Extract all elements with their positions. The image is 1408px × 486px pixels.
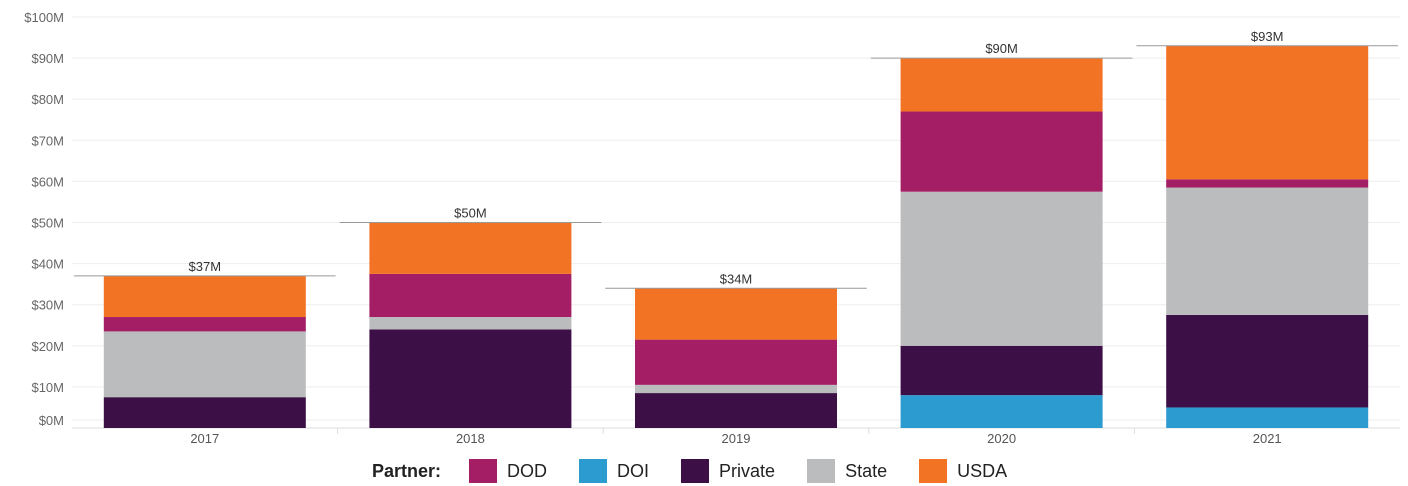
y-tick-label: $30M [31, 298, 64, 313]
bar-segment-state-2021[interactable] [1166, 187, 1369, 315]
bar-segment-state-2018[interactable] [369, 317, 572, 330]
y-tick-label: $50M [31, 216, 64, 231]
legend-item-usda[interactable]: USDA [919, 459, 1007, 483]
legend-swatch [681, 459, 710, 483]
bar-segment-private-2018[interactable] [369, 329, 572, 428]
total-labels: $37M $50M $34M $90M $93M [74, 29, 1398, 289]
total-label: $90M [985, 41, 1018, 56]
x-tick-label: 2017 [190, 431, 219, 446]
legend-item-private[interactable]: Private [681, 459, 775, 483]
bars [103, 45, 1369, 428]
total-label: $34M [720, 271, 753, 286]
legend-item-dod[interactable]: DOD [469, 459, 547, 483]
bar-segment-usda-2019[interactable] [635, 288, 837, 340]
legend-swatch [579, 459, 608, 483]
total-label: $93M [1251, 29, 1284, 44]
y-tick-label: $10M [31, 380, 64, 395]
bar-segment-private-2021[interactable] [1166, 314, 1369, 408]
bar-segment-doi-2021[interactable] [1166, 407, 1369, 428]
total-label: $50M [454, 206, 487, 221]
legend-swatch [807, 459, 836, 483]
legend-label: State [845, 460, 888, 481]
bar-segment-doi-2020[interactable] [900, 395, 1103, 428]
x-tick-label: 2021 [1253, 431, 1282, 446]
x-axis: 2017 2018 2019 2020 2021 [190, 428, 1282, 446]
y-tick-label: $80M [31, 92, 64, 107]
y-tick-label: $90M [31, 51, 64, 66]
bar-segment-private-2017[interactable] [103, 397, 306, 428]
bar-segment-dod-2021[interactable] [1166, 179, 1369, 188]
y-tick-label: $70M [31, 133, 64, 148]
bar-segment-usda-2020[interactable] [900, 58, 1103, 112]
legend-label: DOI [617, 460, 650, 481]
y-tick-label: $60M [31, 174, 64, 189]
y-tick-label: $0M [39, 413, 64, 428]
bar-segment-dod-2019[interactable] [635, 339, 837, 385]
legend-label: USDA [957, 460, 1008, 481]
x-tick-label: 2019 [722, 431, 751, 446]
y-tick-label: $40M [31, 257, 64, 272]
bar-segment-private-2019[interactable] [635, 393, 837, 428]
legend-title: Partner: [372, 460, 442, 481]
x-tick-label: 2018 [456, 431, 485, 446]
legend-swatch [469, 459, 498, 483]
legend-label: DOD [507, 460, 548, 481]
bar-segment-usda-2021[interactable] [1166, 45, 1369, 180]
bar-segment-private-2020[interactable] [900, 345, 1103, 396]
x-tick-label: 2020 [987, 431, 1016, 446]
legend-item-state[interactable]: State [807, 459, 887, 483]
legend-item-doi[interactable]: DOI [579, 459, 649, 483]
total-label: $37M [189, 259, 222, 274]
bar-segment-dod-2020[interactable] [900, 111, 1103, 192]
bar-segment-state-2019[interactable] [635, 384, 837, 394]
bar-segment-usda-2017[interactable] [103, 275, 306, 318]
bar-segment-state-2017[interactable] [103, 331, 306, 398]
y-axis: $0M $10M $20M $30M $40M $50M $60M $70M $80M $90M $… [24, 10, 64, 428]
bar-segment-state-2020[interactable] [900, 191, 1103, 346]
bar-segment-usda-2018[interactable] [369, 222, 572, 274]
bar-segment-dod-2017[interactable] [103, 317, 306, 332]
bar-segment-dod-2018[interactable] [369, 273, 572, 318]
y-tick-label: $20M [31, 339, 64, 354]
legend: Partner: DOD DOI Private State USDA [372, 456, 1039, 486]
y-tick-label: $100M [24, 10, 64, 25]
legend-swatch [919, 459, 948, 483]
legend-label: Private [719, 460, 776, 481]
